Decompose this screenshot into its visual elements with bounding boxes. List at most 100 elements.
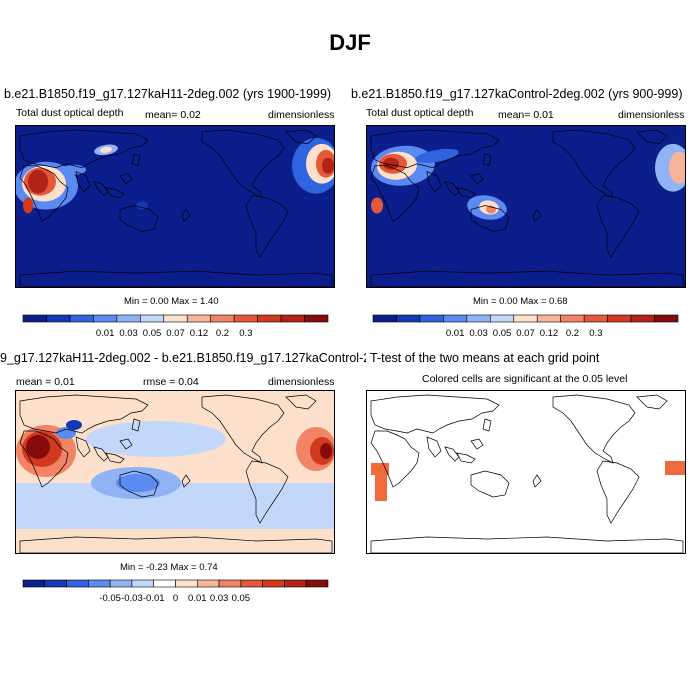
colorbar-swatch <box>304 314 329 323</box>
coastline-path <box>131 418 141 432</box>
colorbar-swatch <box>210 314 235 323</box>
colorbar-swatch <box>419 314 444 323</box>
coastline-path <box>596 460 640 524</box>
coastline-path <box>285 129 317 145</box>
field-contour <box>320 443 332 459</box>
coastlines <box>370 394 684 553</box>
colorbar-swatch <box>163 314 188 323</box>
panel-tl-map <box>15 125 335 288</box>
coastline-path <box>119 438 133 450</box>
coastline-path <box>470 438 484 450</box>
coastline-path <box>201 129 285 199</box>
panel-bl-mean: mean = 0.01 <box>16 376 75 388</box>
panel-bl-map <box>15 390 335 554</box>
coastline-path <box>456 187 476 198</box>
coastline-path <box>532 208 542 223</box>
coastline-path <box>245 195 289 258</box>
significant-cells <box>371 461 685 501</box>
panel-bl-units: dimensionless <box>268 376 335 388</box>
panel-tr-units: dimensionless <box>618 109 685 121</box>
colorbar-swatch <box>536 314 561 323</box>
map-background <box>16 126 334 287</box>
coastline-path <box>105 187 125 198</box>
colorbar-swatch <box>44 579 67 588</box>
coastline-path <box>470 470 510 498</box>
colorbar-tick-label: 0.03 <box>469 328 488 339</box>
colorbar-swatch <box>466 314 491 323</box>
colorbar-tick-label: 0.3 <box>589 328 602 339</box>
coastline-path <box>119 470 159 498</box>
panel-bl-rmse: rmse = 0.04 <box>143 376 199 388</box>
panel-tr-minmax: Min = 0.00 Max = 0.68 <box>473 296 568 307</box>
coastline-path <box>75 171 91 193</box>
panel-tl-minmax: Min = 0.00 Max = 1.40 <box>124 296 219 307</box>
colorbar-swatch <box>284 579 307 588</box>
dust-field <box>371 143 685 220</box>
coastline-path <box>370 270 684 287</box>
colorbar-tick-label: -0.05 <box>99 593 121 604</box>
coastline-path <box>470 173 484 185</box>
panel-tl-variable: Total dust optical depth <box>16 107 124 119</box>
dust-field <box>16 137 334 214</box>
coastline-path <box>426 436 442 458</box>
colorbar-swatch <box>131 579 155 588</box>
field-contour <box>136 201 148 210</box>
coastline-path <box>482 418 492 432</box>
significant-cell <box>665 461 685 475</box>
colorbar-tick-label: 0.05 <box>493 328 512 339</box>
colorbar-swatch <box>560 314 585 323</box>
colorbar-swatch <box>22 314 47 323</box>
panel-tr-variable: Total dust optical depth <box>366 107 474 119</box>
field-contour <box>23 197 33 214</box>
colorbar-swatch <box>280 314 305 323</box>
coastline-path <box>19 129 149 169</box>
colorbar-tick-label: 0.07 <box>166 328 185 339</box>
colorbar-swatch <box>490 314 515 323</box>
colorbar-swatch <box>372 314 397 323</box>
panel-tl-units: dimensionless <box>268 109 335 121</box>
colorbar-swatch <box>175 579 198 588</box>
coastline-path <box>245 460 289 524</box>
coastline-path <box>444 181 460 197</box>
colorbar-tick-label: 0.05 <box>232 593 251 604</box>
coastline-path <box>532 474 542 488</box>
panel-tr-map <box>366 125 686 288</box>
coastline-path <box>19 394 149 434</box>
coastlines <box>19 394 333 553</box>
panel-tl-mean: mean= 0.02 <box>145 109 201 121</box>
coastline-path <box>19 536 333 553</box>
coastline-path <box>482 153 492 167</box>
colorbar-tick-label: 0.01 <box>188 593 207 604</box>
coastline-path <box>181 208 191 223</box>
colorbar-tick-label: 0.3 <box>239 328 252 339</box>
colorbar-tick-label: -0.03 <box>121 593 143 604</box>
panel-br-subtitle: Colored cells are significant at the 0.0… <box>422 373 628 385</box>
colorbar-swatch <box>196 579 220 588</box>
field-contour <box>371 197 383 214</box>
colorbar-tick-label: 0.05 <box>143 328 162 339</box>
field-contour <box>669 151 685 184</box>
field-contour <box>26 435 50 459</box>
coastline-path <box>370 129 500 169</box>
coastline-path <box>119 205 159 232</box>
map-background <box>367 391 685 553</box>
significant-cell <box>371 463 389 475</box>
panel-bl-title: 9_g17.127kaH11-2deg.002 - b.e21.B1850.f1… <box>0 351 366 365</box>
coastline-path <box>636 394 668 410</box>
colorbar-swatch <box>630 314 655 323</box>
panel-tl-colorbar: 0.01 0.03 0.05 0.07 0.12 0.2 0.3 <box>22 314 329 339</box>
colorbar-swatch <box>443 314 468 323</box>
field-contour <box>86 421 226 457</box>
field-contour <box>415 148 459 163</box>
colorbar-swatch <box>22 579 46 588</box>
panel-bl-minmax: Min = -0.23 Max = 0.74 <box>120 562 218 573</box>
colorbar-swatch <box>140 314 165 323</box>
colorbar-swatch <box>583 314 608 323</box>
colorbar-tick-label: 0 <box>173 593 178 604</box>
coastline-path <box>93 446 109 462</box>
colorbar-swatch <box>116 314 141 323</box>
colorbar-swatch <box>513 314 538 323</box>
coastline-path <box>426 171 442 193</box>
colorbar-swatch <box>396 314 421 323</box>
coastline-path <box>444 446 460 462</box>
